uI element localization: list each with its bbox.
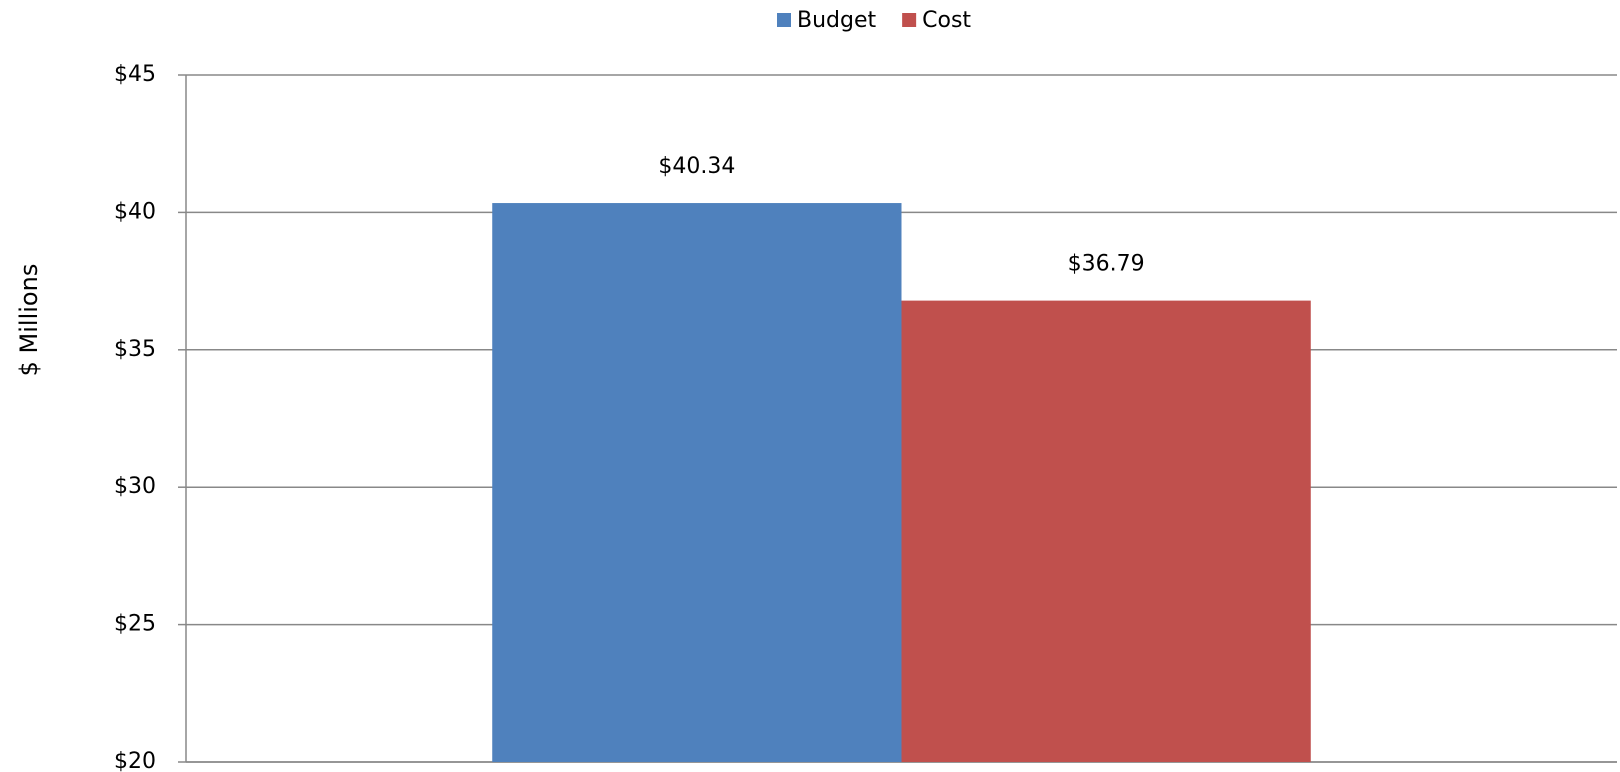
legend-swatch	[777, 13, 791, 27]
y-tick-label: $20	[114, 749, 156, 772]
y-tick-label: $35	[114, 337, 156, 362]
y-tick-label: $25	[114, 612, 156, 637]
bar	[492, 203, 902, 763]
legend-label: Budget	[797, 8, 877, 33]
y-tick-label: $40	[114, 199, 156, 224]
legend-label: Cost	[922, 8, 971, 33]
data-label: $40.34	[658, 154, 735, 179]
bar	[901, 300, 1311, 762]
y-tick-label: $30	[114, 474, 156, 499]
y-tick-label: $45	[114, 62, 156, 87]
data-label: $36.79	[1068, 252, 1145, 277]
legend-swatch	[902, 13, 917, 27]
y-axis-title: $ Millions	[15, 264, 43, 377]
